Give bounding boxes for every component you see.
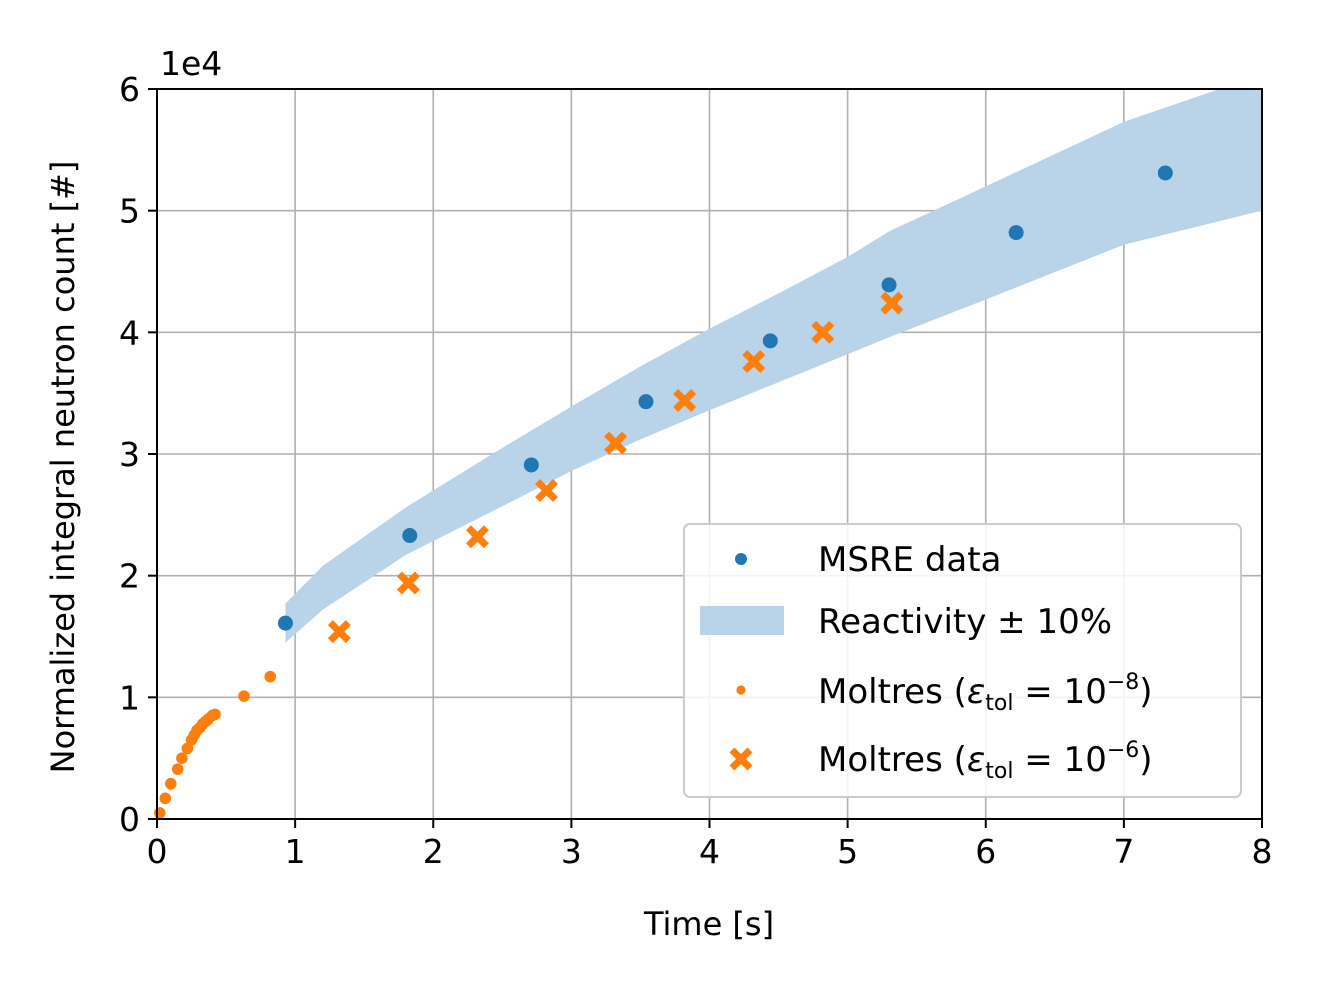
legend-x-shape-shape <box>729 747 753 771</box>
moltres-1e-6-point <box>465 525 489 549</box>
y-tick-label: 0 <box>119 800 140 839</box>
x-tick-label: 2 <box>423 832 444 871</box>
legend-marker-moltres-8 <box>736 685 746 695</box>
moltres-1e-6-point-shape <box>535 479 558 502</box>
legend-label-band: Reactivity ± 10% <box>818 602 1112 642</box>
y-tick-label: 6 <box>119 70 140 109</box>
moltres-1e-8-point <box>264 670 277 683</box>
moltres-1e-8-point <box>176 752 188 764</box>
moltres-1e-6-point-shape <box>880 291 904 315</box>
y-tick-label: 5 <box>119 192 140 231</box>
moltres-1e-8-point <box>238 690 250 702</box>
msre-data-point <box>402 528 418 544</box>
legend-x-shape <box>729 747 753 771</box>
y-tick-label: 2 <box>119 557 140 596</box>
moltres-1e-8-point <box>159 792 172 805</box>
x-tick-label: 8 <box>1252 832 1273 871</box>
msre-data-point <box>1008 225 1024 241</box>
y-tick-label: 3 <box>119 435 140 474</box>
msre-data-point <box>1157 165 1173 181</box>
legend-box <box>683 523 1242 798</box>
data-points <box>153 165 1173 819</box>
moltres-1e-6-point-shape <box>604 431 628 455</box>
x-axis-label: Time [s] <box>643 905 774 943</box>
x-tick-label: 1 <box>285 832 306 871</box>
msre-data-point <box>523 457 539 473</box>
msre-data-point <box>762 333 778 349</box>
moltres-1e-6-point-shape <box>811 320 835 344</box>
x-tick-label: 4 <box>699 832 720 871</box>
y-offset-label: 1e4 <box>160 44 222 83</box>
moltres-1e-6-point <box>880 291 904 315</box>
legend-marker-msre <box>735 553 747 565</box>
moltres-1e-6-point <box>742 350 766 374</box>
y-tick-label: 1 <box>119 678 140 717</box>
msre-data-point <box>881 277 897 293</box>
x-tick-label: 6 <box>975 832 996 871</box>
y-tick-label: 4 <box>119 313 140 352</box>
x-tick-label: 5 <box>837 832 858 871</box>
x-tick-label: 7 <box>1113 832 1134 871</box>
axis-ticks: 0 1 2 3 4 5 6 7 8 0 1 2 3 4 5 6 <box>119 70 1273 871</box>
moltres-1e-6-point <box>327 620 351 644</box>
moltres-1e-8-point <box>209 708 221 721</box>
moltres-1e-8-point <box>171 763 184 775</box>
y-axis-label: Normalized integral neutron count [#] <box>44 161 82 774</box>
legend-label-msre: MSRE data <box>818 540 1001 580</box>
moltres-1e-6-point <box>396 571 420 595</box>
legend: MSRE data Reactivity ± 10% Moltres (εtol… <box>683 523 1242 798</box>
moltres-1e-6-point <box>673 388 697 412</box>
moltres-1e-8-point <box>153 807 166 819</box>
moltres-1e-6-point <box>535 479 558 502</box>
moltres-1e-6-point <box>811 320 835 344</box>
moltres-1e-6-point-shape <box>742 350 766 374</box>
x-tick-label: 3 <box>561 832 582 871</box>
msre-data-point <box>277 615 293 631</box>
moltres-1e-6-point <box>604 431 628 455</box>
legend-label-moltres-8: Moltres (εtol = 10−8) <box>818 670 1153 716</box>
moltres-1e-8-point <box>165 777 177 790</box>
x-tick-label: 0 <box>147 832 168 871</box>
legend-marker-moltres-6 <box>729 747 753 771</box>
legend-marker-band <box>700 606 784 635</box>
legend-label-moltres-6: Moltres (εtol = 10−6) <box>818 738 1153 784</box>
msre-data-point <box>638 394 654 410</box>
moltres-1e-6-point-shape <box>327 620 351 644</box>
moltres-1e-6-point-shape <box>396 571 420 595</box>
moltres-1e-6-point-shape <box>673 388 697 412</box>
moltres-1e-6-point-shape <box>465 525 489 549</box>
